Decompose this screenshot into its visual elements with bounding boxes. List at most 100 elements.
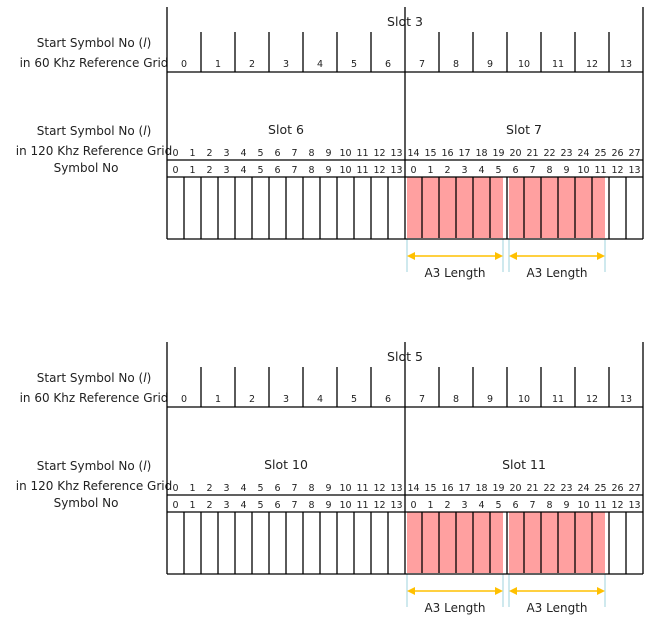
symbol-number: 13 [628, 165, 640, 176]
symbol-number: 10 [339, 165, 351, 176]
symbol-number: 7 [529, 500, 535, 511]
arrow-head-right [597, 252, 605, 260]
symbol-l-italic: l [143, 459, 147, 473]
symbol-number: 12 [611, 500, 623, 511]
symbol-120khz-number: 14 [407, 148, 419, 159]
symbol-120khz-number: 8 [308, 148, 314, 159]
symbol-60khz-number: 5 [351, 394, 357, 405]
symbol-number: 3 [223, 165, 229, 176]
symbol-number: 6 [274, 165, 280, 176]
label-start-symbol-60khz: Start Symbol No (l) [37, 36, 152, 50]
symbol-number: 1 [427, 500, 433, 511]
symbol-120khz-number: 2 [206, 148, 212, 159]
label-part: ) [147, 36, 152, 50]
symbol-120khz-number: 3 [223, 148, 229, 159]
symbol-number: 13 [390, 500, 402, 511]
symbol-120khz-number: 19 [492, 148, 504, 159]
slot-120khz-right-label: Slot 7 [506, 122, 542, 137]
a3-length-label: A3 Length [526, 266, 587, 280]
slot-120khz-left-label: Slot 10 [264, 457, 308, 472]
symbol-120khz-number: 21 [526, 148, 538, 159]
symbol-number: 10 [577, 165, 589, 176]
symbol-120khz-number: 21 [526, 483, 538, 494]
symbol-l-italic: l [143, 36, 147, 50]
symbol-number: 13 [390, 165, 402, 176]
slot-60khz-label: Slot 3 [387, 14, 423, 29]
symbol-120khz-number: 2 [206, 483, 212, 494]
label-symbol-no: Symbol No [54, 496, 119, 510]
a3-length-label: A3 Length [424, 266, 485, 280]
symbol-number: 2 [444, 165, 450, 176]
label-part: Start Symbol No ( [37, 36, 143, 50]
symbol-120khz-number: 25 [594, 483, 606, 494]
label-start-symbol-120khz: Start Symbol No (l) [37, 124, 152, 138]
symbol-120khz-number: 11 [356, 483, 368, 494]
symbol-120khz-number: 16 [441, 148, 453, 159]
symbol-number: 6 [512, 165, 518, 176]
symbol-60khz-number: 9 [487, 59, 493, 70]
symbol-120khz-number: 13 [390, 148, 402, 159]
label-part: Start Symbol No ( [37, 124, 143, 138]
slot-panel: Start Symbol No (l)in 60 Khz Reference G… [16, 7, 644, 280]
symbol-120khz-number: 25 [594, 148, 606, 159]
symbol-60khz-number: 0 [181, 59, 187, 70]
symbol-120khz-number: 23 [560, 483, 572, 494]
arrow-head-left [509, 587, 517, 595]
symbol-120khz-number: 20 [509, 148, 521, 159]
symbol-120khz-number: 12 [373, 483, 385, 494]
symbol-120khz-number: 10 [339, 483, 351, 494]
symbol-number: 8 [546, 500, 552, 511]
symbol-60khz-number: 13 [620, 394, 632, 405]
slot-60khz-label: Slot 5 [387, 349, 423, 364]
symbol-60khz-number: 11 [552, 394, 564, 405]
label-120khz-grid: in 120 Khz Reference Grid [16, 144, 173, 158]
symbol-120khz-number: 6 [274, 483, 280, 494]
symbol-60khz-number: 6 [385, 394, 391, 405]
symbol-120khz-number: 4 [240, 483, 246, 494]
symbol-120khz-number: 9 [325, 148, 331, 159]
symbol-number: 7 [291, 500, 297, 511]
symbol-60khz-number: 1 [215, 394, 221, 405]
arrow-head-left [509, 252, 517, 260]
symbol-60khz-number: 3 [283, 59, 289, 70]
symbol-number: 1 [427, 165, 433, 176]
symbol-number: 2 [206, 165, 212, 176]
label-60khz-grid: in 60 Khz Reference Grid [20, 391, 169, 405]
label-part: Start Symbol No ( [37, 371, 143, 385]
symbol-120khz-number: 9 [325, 483, 331, 494]
symbol-120khz-number: 13 [390, 483, 402, 494]
symbol-120khz-number: 17 [458, 483, 470, 494]
symbol-number: 7 [291, 165, 297, 176]
symbol-60khz-number: 12 [586, 394, 598, 405]
symbol-number: 3 [223, 500, 229, 511]
symbol-60khz-number: 4 [317, 59, 323, 70]
symbol-60khz-number: 1 [215, 59, 221, 70]
symbol-120khz-number: 19 [492, 483, 504, 494]
symbol-number: 11 [356, 165, 368, 176]
symbol-120khz-number: 1 [189, 483, 195, 494]
symbol-number: 8 [308, 165, 314, 176]
arrow-head-left [407, 252, 415, 260]
symbol-number: 9 [325, 500, 331, 511]
symbol-number: 13 [628, 500, 640, 511]
symbol-120khz-number: 17 [458, 148, 470, 159]
symbol-120khz-number: 3 [223, 483, 229, 494]
symbol-60khz-number: 2 [249, 59, 255, 70]
symbol-number: 8 [546, 165, 552, 176]
highlight-region [509, 177, 605, 238]
symbol-120khz-number: 27 [628, 148, 640, 159]
symbol-120khz-number: 14 [407, 483, 419, 494]
symbol-60khz-number: 10 [518, 59, 530, 70]
symbol-60khz-number: 7 [419, 394, 425, 405]
symbol-number: 2 [206, 500, 212, 511]
symbol-l-italic: l [143, 124, 147, 138]
symbol-120khz-number: 12 [373, 148, 385, 159]
symbol-60khz-number: 6 [385, 59, 391, 70]
symbol-120khz-number: 26 [611, 148, 623, 159]
symbol-60khz-number: 12 [586, 59, 598, 70]
symbol-number: 12 [611, 165, 623, 176]
symbol-120khz-number: 4 [240, 148, 246, 159]
symbol-number: 2 [444, 500, 450, 511]
slot-panel: Start Symbol No (l)in 60 Khz Reference G… [16, 342, 644, 615]
symbol-number: 5 [495, 500, 501, 511]
